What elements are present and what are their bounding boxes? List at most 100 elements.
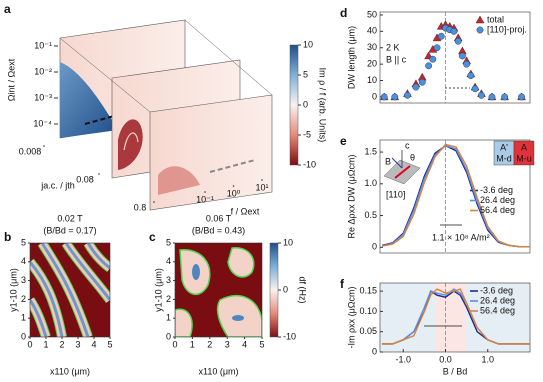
colorbar-label: Im ρ / f (arb. Units) [318, 68, 328, 143]
colorbar-tick-label: -10 [303, 159, 316, 169]
y-tick-label: 0 [21, 331, 26, 341]
annotation: B || c [386, 54, 407, 64]
state-box-top: A' [500, 142, 508, 152]
y-tick-label: 0.5 [364, 210, 377, 220]
marker-circle [429, 55, 437, 63]
y-tick-label: 0.05 [359, 326, 377, 336]
y-tick-label: 10⁻¹ [34, 40, 52, 50]
sample-sketch [383, 150, 421, 185]
x-label: B / Bd [443, 366, 468, 376]
marker-circle [404, 91, 411, 99]
x-tick-label: 10⁰ [227, 188, 241, 198]
y-tick-label: 0 [166, 331, 171, 341]
map-b [30, 243, 110, 337]
y-label: y1-10 (μm) [8, 268, 18, 312]
y-label: Re Δρxx DW (μΩcm) [346, 154, 356, 238]
state-box [513, 140, 535, 166]
y-tick-label: 4 [166, 256, 171, 266]
y-tick-label: 2 [166, 294, 171, 304]
j-label: ja.c. / jth [40, 180, 75, 190]
y-tick-label: 10⁻² [34, 66, 52, 76]
panel-label: a [4, 2, 11, 16]
y-tick-label: 0.15 [359, 285, 377, 295]
legend-label: 26.4 deg [480, 295, 515, 305]
marker-circle [488, 93, 496, 101]
marker-circle [463, 60, 471, 68]
state-box-bottom: M-u [516, 153, 532, 163]
marker-circle [418, 78, 426, 86]
x-tick-label: 2 [59, 339, 64, 349]
x-tick-label: -1.0 [395, 354, 411, 364]
map-frame [29, 242, 111, 338]
panel-label: c [149, 230, 156, 244]
series-line [382, 288, 530, 345]
y-tick-label: 0 [372, 242, 377, 252]
x-tick-label: 0 [172, 339, 177, 349]
colorbar-label: df (Hz) [298, 277, 308, 304]
shade [380, 283, 435, 352]
x-tick-label: 10¹ [255, 182, 268, 192]
y-tick-label: 1 [21, 313, 26, 323]
legend-label: -3.6 deg [480, 285, 513, 295]
j-tick [98, 173, 100, 175]
j-tick-label: 0.8 [134, 202, 147, 212]
marker-circle [518, 93, 525, 101]
x-tick [261, 179, 263, 181]
y-tick-label: 3 [166, 275, 171, 285]
series-line [381, 143, 530, 248]
annotation: θ [410, 152, 415, 162]
j-tick-label: 0.008 [19, 146, 42, 156]
colorbar-tick-label: -5 [303, 129, 311, 139]
slabs [59, 19, 273, 211]
marker-circle [380, 93, 388, 101]
colorbar-tick-label: -10 [283, 331, 296, 341]
colorbar [289, 44, 299, 166]
y-tick-label: 1.5 [364, 146, 377, 156]
marker-circle [450, 27, 458, 35]
y-tick-label: 0 [372, 91, 377, 101]
marker-circle [478, 91, 485, 99]
y-tick-label: 3 [21, 275, 26, 285]
marker-circle [425, 62, 432, 70]
shade [465, 283, 530, 352]
marker-circle [391, 93, 399, 101]
marker-circle [458, 52, 466, 60]
y-label: Ωint / Ωext [6, 58, 16, 101]
j-tick-label: 0.08 [76, 174, 94, 184]
marker-circle [433, 44, 441, 52]
x-tick-label: 3 [75, 339, 80, 349]
x-tick-label: 0.0 [439, 354, 452, 364]
colorbar-tick-label: 0 [303, 99, 308, 109]
marker-circle [454, 37, 462, 45]
marker-circle [437, 32, 445, 40]
y-tick-label: 20 [367, 59, 377, 69]
state-box-bottom: M-d [496, 153, 512, 163]
marker-circle [471, 85, 479, 93]
x-tick-label: 5 [259, 339, 264, 349]
colorbar [269, 242, 279, 338]
annotation: [110] [386, 189, 405, 199]
y-tick-label: 2 [21, 294, 26, 304]
y-tick-label: 10⁻³ [34, 92, 52, 102]
marker-circle [501, 93, 509, 101]
x-tick [204, 191, 206, 193]
x-tick-label: 3 [225, 339, 230, 349]
x-tick-label: 4 [242, 339, 247, 349]
plot-frame [379, 139, 531, 254]
j-tick [153, 201, 155, 203]
state-box-top: A [521, 142, 527, 152]
annotation: c [405, 140, 410, 150]
map-c [175, 243, 262, 337]
x-tick-label: 0 [27, 339, 32, 349]
map-title: 0.02 T [57, 213, 83, 223]
y-label: -Im ρxx (μΩcm) [346, 286, 356, 348]
y-tick-label: 0 [372, 346, 377, 356]
legend-label: 26.4 deg [480, 195, 515, 205]
x-tick-label: 10⁻¹ [196, 194, 214, 204]
x-tick-label: 4 [91, 339, 96, 349]
colorbar-tick-label: 0 [283, 284, 288, 294]
y-tick-label: 1 [166, 313, 171, 323]
map-title: 0.06 T [206, 213, 232, 223]
colorbar-tick-label: 5 [303, 69, 308, 79]
x-tick-label: 5 [107, 339, 112, 349]
